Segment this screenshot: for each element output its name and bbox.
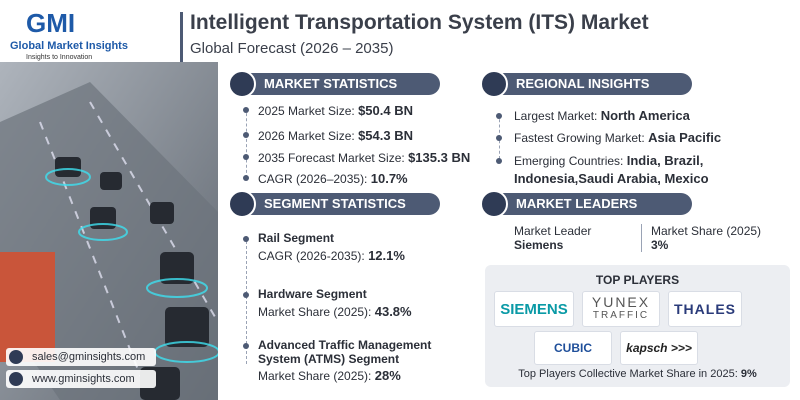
segment-name: Hardware Segment	[258, 287, 367, 301]
email[interactable]: sales@gminsights.com	[6, 348, 156, 366]
leader-label: Market Leader	[514, 224, 592, 238]
logo-text: YUNEX	[591, 294, 651, 310]
section-heading: MARKET STATISTICS	[228, 70, 440, 98]
divider	[641, 224, 642, 252]
bullet	[243, 236, 249, 242]
top-players-footer: Top Players Collective Market Share in 2…	[485, 368, 790, 380]
logo-mark: GMI	[26, 8, 76, 38]
bullet	[496, 135, 502, 141]
connector	[246, 236, 247, 364]
website-text: www.gminsights.com	[32, 373, 135, 385]
segment-name: Advanced Traffic Management System (ATMS…	[258, 338, 432, 366]
road-image	[0, 62, 218, 400]
bullet	[243, 107, 249, 113]
stat-row: 2025 Market Size: $50.4 BN	[258, 103, 413, 118]
region-value: Asia Pacific	[648, 130, 722, 145]
stat-label: 2035 Forecast Market Size:	[258, 151, 405, 165]
bullet	[496, 158, 502, 164]
segment-name: Rail Segment	[258, 231, 335, 245]
company-logo: CUBIC	[534, 331, 612, 365]
heading-text: MARKET LEADERS	[516, 196, 638, 211]
heading-text: SEGMENT STATISTICS	[264, 196, 406, 211]
logo-text: TRAFFIC	[592, 310, 650, 321]
heading-text: REGIONAL INSIGHTS	[516, 76, 650, 91]
stat-row: 2026 Market Size: $54.3 BN	[258, 128, 413, 143]
logo-name: Global Market Insights	[10, 40, 128, 52]
logo-tagline: Insights to Innovation	[26, 54, 93, 61]
section-heading: SEGMENT STATISTICS	[228, 190, 440, 218]
company-logo: THALES	[668, 291, 742, 327]
section-heading: MARKET LEADERS	[480, 190, 692, 218]
share-label: Market Share (2025)	[651, 224, 762, 238]
region-row: Emerging Countries: India, Brazil, Indon…	[514, 152, 724, 188]
footer-label: Top Players Collective Market Share in 2…	[518, 368, 738, 380]
region-row: Fastest Growing Market: Asia Pacific	[514, 130, 721, 145]
company-logo: kapsch >>>	[620, 331, 698, 365]
segment-value: 12.1%	[368, 248, 405, 263]
company-logo: SIEMENS	[494, 291, 574, 327]
bullet	[243, 132, 249, 138]
segment-label: CAGR (2026-2035):	[258, 249, 365, 263]
region-row: Largest Market: North America	[514, 108, 690, 123]
footer-value: 9%	[740, 368, 757, 380]
bullet	[243, 292, 249, 298]
email-text: sales@gminsights.com	[32, 351, 146, 363]
stat-row: CAGR (2026–2035): 10.7%	[258, 171, 408, 186]
segment-row: Market Share (2025): 28%	[258, 368, 401, 383]
segment-value: 43.8%	[374, 304, 412, 319]
website[interactable]: www.gminsights.com	[6, 370, 156, 388]
bullet	[243, 343, 249, 349]
bullet	[243, 154, 249, 160]
stat-value: $50.4 BN	[358, 103, 413, 118]
leader-name: Siemens	[514, 238, 564, 252]
segment-value: 28%	[374, 368, 401, 383]
bullet	[243, 175, 249, 181]
stat-row: 2035 Forecast Market Size: $135.3 BN	[258, 150, 470, 165]
title-bar	[180, 12, 183, 62]
stat-label: CAGR (2026–2035):	[258, 172, 368, 186]
company-logo: YUNEX TRAFFIC	[582, 291, 660, 327]
stat-value: 10.7%	[370, 171, 408, 186]
stat-label: 2026 Market Size:	[258, 129, 355, 143]
stat-label: 2025 Market Size:	[258, 104, 355, 118]
segment-row: CAGR (2026-2035): 12.1%	[258, 248, 405, 263]
title: Intelligent Transportation System (ITS) …	[190, 11, 649, 34]
stat-value: $135.3 BN	[408, 150, 471, 165]
segment-row: Market Share (2025): 43.8%	[258, 304, 412, 319]
region-label: Emerging Countries:	[514, 154, 624, 168]
subtitle: Global Forecast (2026 – 2035)	[190, 40, 394, 57]
stat-value: $54.3 BN	[358, 128, 413, 143]
top-players-heading: TOP PLAYERS	[595, 273, 680, 287]
region-value: North America	[600, 108, 690, 123]
connector	[246, 108, 247, 178]
heading-text: MARKET STATISTICS	[264, 76, 398, 91]
region-label: Largest Market:	[514, 109, 598, 123]
section-heading: REGIONAL INSIGHTS	[480, 70, 692, 98]
segment-label: Market Share (2025):	[258, 369, 372, 383]
segment-label: Market Share (2025):	[258, 305, 372, 319]
region-value: India, Brazil, Indonesia,Saudi Arabia, M…	[514, 153, 709, 186]
region-label: Fastest Growing Market:	[514, 131, 645, 145]
share-value: 3%	[651, 238, 669, 252]
bullet	[496, 113, 502, 119]
